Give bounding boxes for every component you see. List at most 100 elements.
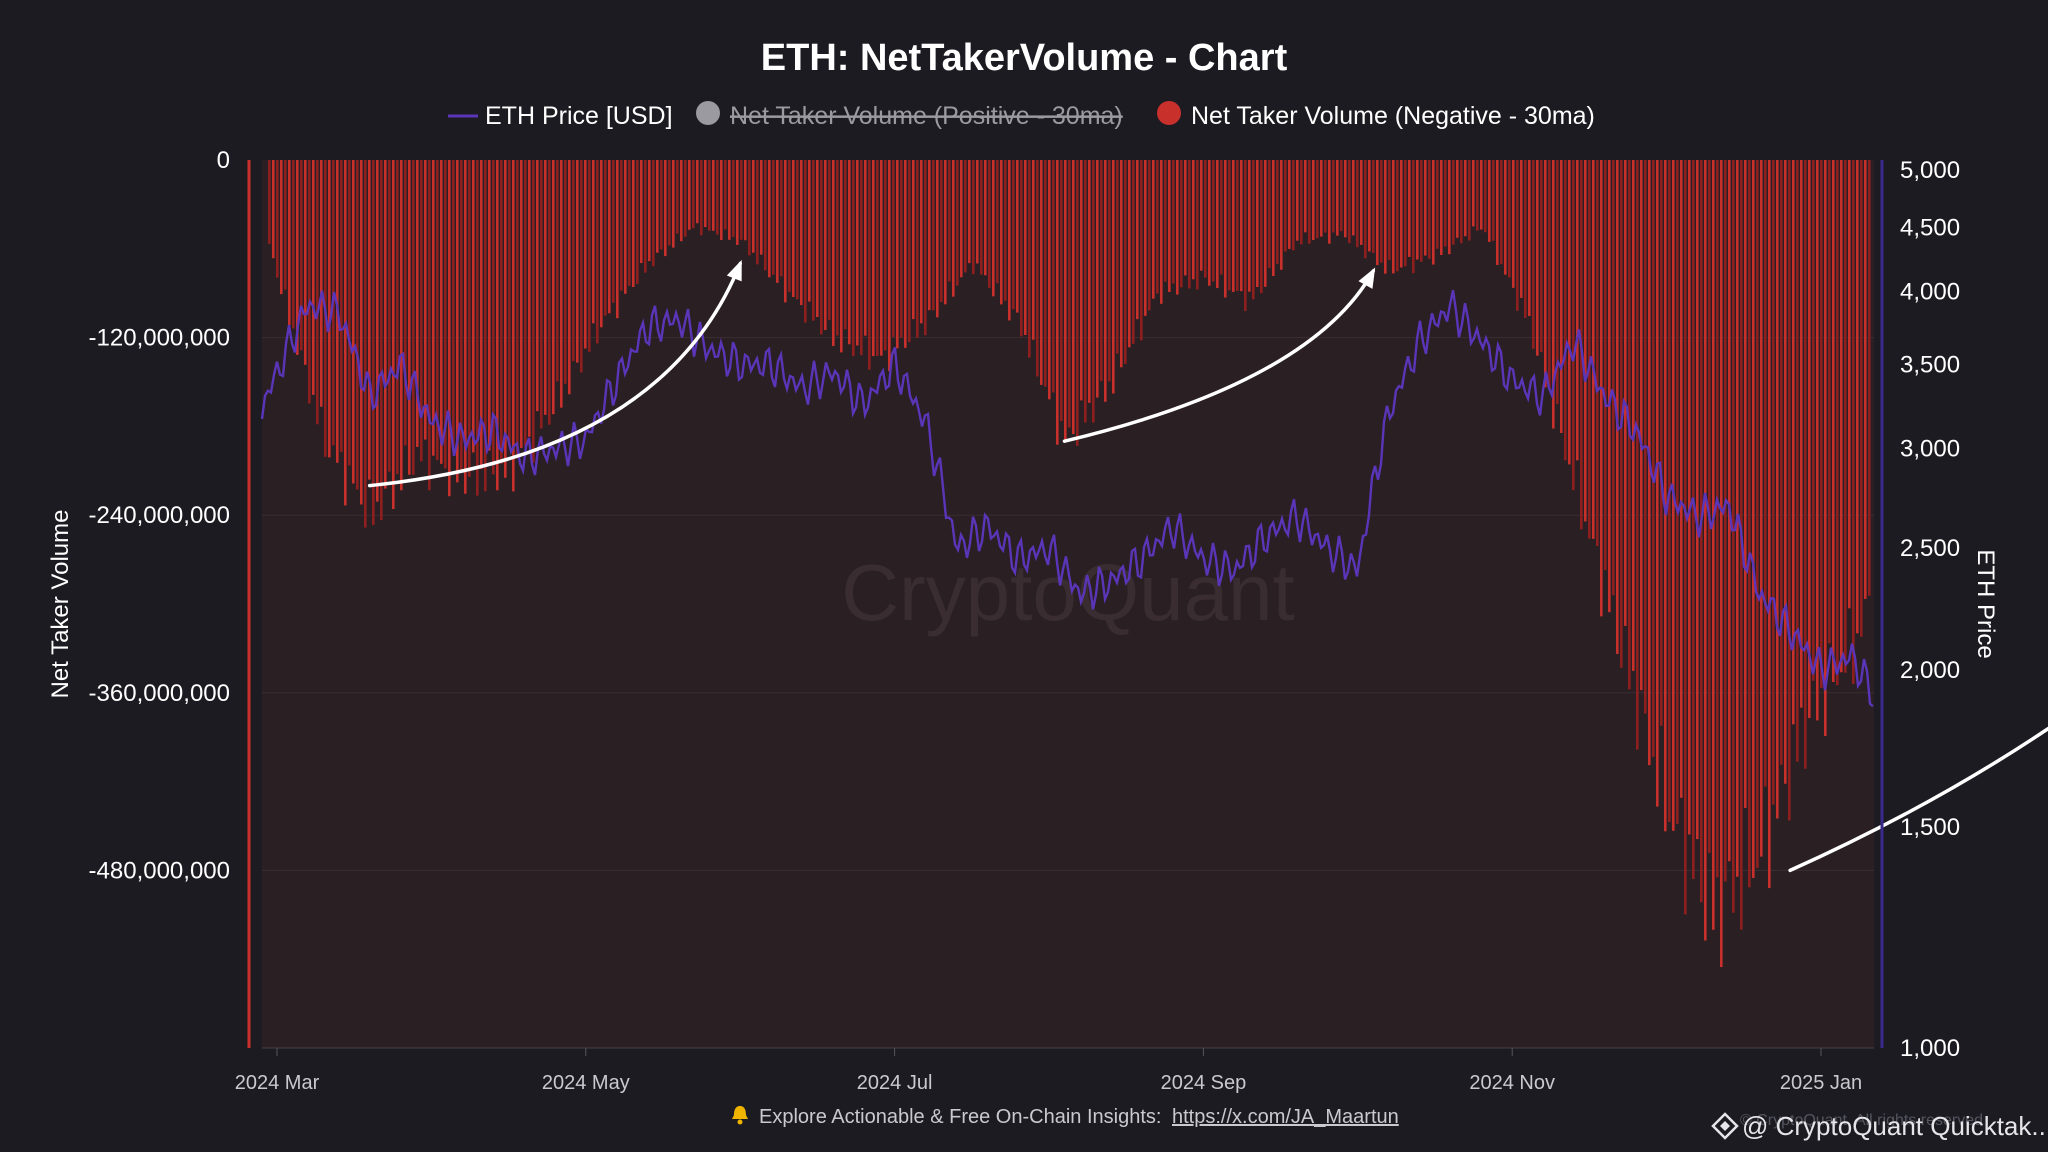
volume-bar	[1240, 160, 1243, 292]
volume-bar	[1284, 160, 1287, 252]
volume-bar	[1404, 160, 1407, 267]
volume-bar	[1412, 160, 1415, 274]
volume-bar	[280, 160, 283, 295]
volume-bar	[1288, 160, 1291, 249]
volume-bar	[1324, 160, 1327, 233]
volume-bar	[1312, 160, 1315, 240]
volume-bar	[884, 160, 887, 351]
volume-bar	[964, 160, 967, 273]
footer-link[interactable]: https://x.com/JA_Maartun	[1172, 1106, 1399, 1128]
volume-bar	[944, 160, 947, 305]
volume-bar	[1836, 160, 1839, 686]
volume-bar	[368, 160, 371, 480]
y-right-tick-label: 1,500	[1900, 814, 1960, 841]
volume-bar	[276, 160, 279, 278]
volume-bar	[1744, 160, 1747, 808]
volume-bar	[1020, 160, 1023, 337]
volume-bar	[496, 160, 499, 491]
volume-bar	[312, 160, 315, 395]
volume-bar	[404, 160, 407, 446]
volume-bar	[1228, 160, 1231, 291]
volume-bar	[284, 160, 287, 290]
volume-bar	[1060, 160, 1063, 422]
volume-bar	[748, 160, 751, 256]
volume-bar	[268, 160, 271, 244]
y-right-title: ETH Price	[1972, 549, 1999, 658]
volume-bar	[888, 160, 891, 372]
volume-bar	[1028, 160, 1031, 358]
volume-bar	[1432, 160, 1435, 265]
y-right-tick-label: 3,500	[1900, 352, 1960, 379]
volume-bar	[1592, 160, 1595, 539]
volume-bar	[1236, 160, 1239, 291]
volume-bar	[576, 160, 579, 363]
volume-bar	[316, 160, 319, 425]
volume-bar	[1152, 160, 1155, 299]
x-ticks: 2024 Mar 2024 May 2024 Jul 2024 Sep 2024 Nov…	[235, 1048, 1862, 1094]
volume-bar	[1756, 160, 1759, 868]
volume-bar	[1632, 160, 1635, 671]
volume-bar	[1212, 160, 1215, 282]
volume-bar	[380, 160, 383, 521]
legend-item-negative[interactable]: Net Taker Volume (Negative - 30ma)	[1157, 101, 1595, 130]
volume-bar	[912, 160, 915, 320]
volume-bar	[1096, 160, 1099, 398]
volume-bar	[1704, 160, 1707, 941]
legend-circle-marker	[1157, 101, 1181, 125]
volume-bar	[476, 160, 479, 496]
volume-bar	[620, 160, 623, 291]
volume-bar	[456, 160, 459, 483]
volume-bar	[572, 160, 575, 362]
volume-bar	[532, 160, 535, 463]
volume-bar	[1644, 160, 1647, 714]
volume-bar	[356, 160, 359, 490]
volume-bar	[1816, 160, 1819, 721]
volume-bar	[584, 160, 587, 349]
volume-bar	[956, 160, 959, 286]
volume-bar	[1368, 160, 1371, 252]
volume-bar	[992, 160, 995, 297]
volume-bar	[792, 160, 795, 297]
volume-bar	[1608, 160, 1611, 613]
bars-layer	[268, 160, 1871, 968]
volume-bar	[972, 160, 975, 275]
volume-bar	[524, 160, 527, 446]
volume-bar	[1416, 160, 1419, 260]
volume-bar	[980, 160, 983, 275]
volume-bar	[1716, 160, 1719, 878]
volume-bar	[1084, 160, 1087, 423]
volume-bar	[372, 160, 375, 525]
volume-bar	[856, 160, 859, 346]
volume-bar	[596, 160, 599, 344]
volume-bar	[696, 160, 699, 224]
volume-bar	[1460, 160, 1463, 244]
volume-bar	[1180, 160, 1183, 288]
volume-bar	[1500, 160, 1503, 265]
volume-bar	[488, 160, 491, 451]
volume-bar	[656, 160, 659, 253]
volume-bar	[1100, 160, 1103, 381]
volume-bar	[868, 160, 871, 370]
volume-bar	[1116, 160, 1119, 354]
volume-bar	[452, 160, 455, 447]
volume-bar	[1488, 160, 1491, 242]
volume-bar	[392, 160, 395, 510]
volume-bar	[1760, 160, 1763, 857]
volume-bar	[1272, 160, 1275, 277]
legend-item-eth-price[interactable]: ETH Price [USD]	[448, 102, 673, 130]
volume-bar	[616, 160, 619, 319]
volume-bar	[1528, 160, 1531, 317]
bell-icon	[732, 1106, 748, 1125]
volume-bar	[1516, 160, 1519, 311]
volume-bar	[564, 160, 567, 384]
volume-bar	[644, 160, 647, 273]
legend-item-positive[interactable]: Net Taker Volume (Positive - 30ma)	[696, 101, 1123, 130]
volume-bar	[1268, 160, 1271, 269]
volume-bar	[1864, 160, 1867, 599]
volume-bar	[1356, 160, 1359, 248]
arrow-head	[1358, 267, 1376, 289]
volume-bar	[704, 160, 707, 228]
volume-bar	[480, 160, 483, 470]
volume-bar	[1748, 160, 1751, 888]
volume-bar	[540, 160, 543, 429]
